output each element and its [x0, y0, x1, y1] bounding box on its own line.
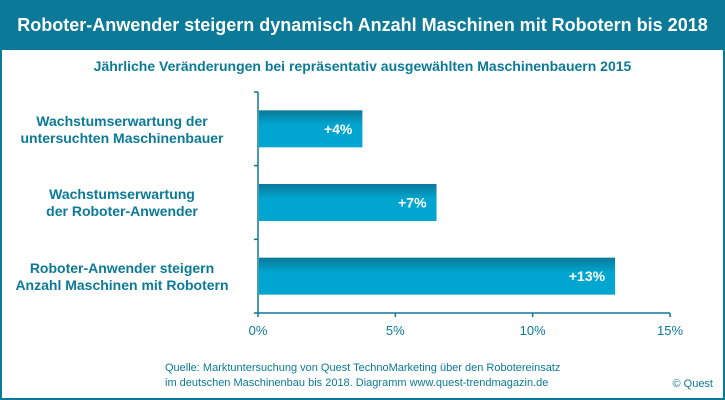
category-label-2-line1: Wachstumserwartung [49, 186, 195, 202]
category-label-3-line1: Roboter-Anwender steigern [29, 260, 215, 276]
category-label-2-line2: der Roboter-Anwender [46, 203, 198, 219]
source-line-1: Quelle: Marktuntersuchung von Quest Tech… [165, 362, 561, 374]
copyright: © Quest [672, 378, 713, 390]
category-label-3-line2: Anzahl Maschinen mit Robotern [15, 277, 229, 293]
category-label-1-line2: untersuchten Maschinenbauer [20, 130, 224, 146]
x-tick-label: 5% [386, 323, 405, 338]
data-label-2: +7% [398, 195, 427, 211]
chart-subtitle: Jährliche Veränderungen bei repräsentati… [93, 58, 632, 74]
bar-2 [259, 184, 437, 221]
source-line-2: im deutschen Maschinenbau bis 2018. Diag… [165, 377, 549, 389]
bar-1 [259, 110, 363, 148]
x-tick-label: 10% [520, 323, 546, 338]
source-note: Quelle: Marktuntersuchung von Quest Tech… [165, 361, 560, 391]
x-tick-label: 15% [657, 323, 683, 338]
category-label-3: Roboter-Anwender steigern Anzahl Maschin… [0, 260, 247, 294]
chart-title: Roboter-Anwender steigern dynamisch Anza… [0, 0, 725, 50]
bar-3 [259, 257, 616, 295]
data-label-3: +13% [569, 268, 606, 284]
x-tick-label: 0% [249, 323, 268, 338]
data-label-1: +4% [324, 121, 353, 137]
category-label-1: Wachstumserwartung der untersuchten Masc… [0, 113, 247, 147]
category-label-1-line1: Wachstumserwartung der [36, 113, 208, 129]
category-label-2: Wachstumserwartung der Roboter-Anwender [0, 186, 247, 220]
